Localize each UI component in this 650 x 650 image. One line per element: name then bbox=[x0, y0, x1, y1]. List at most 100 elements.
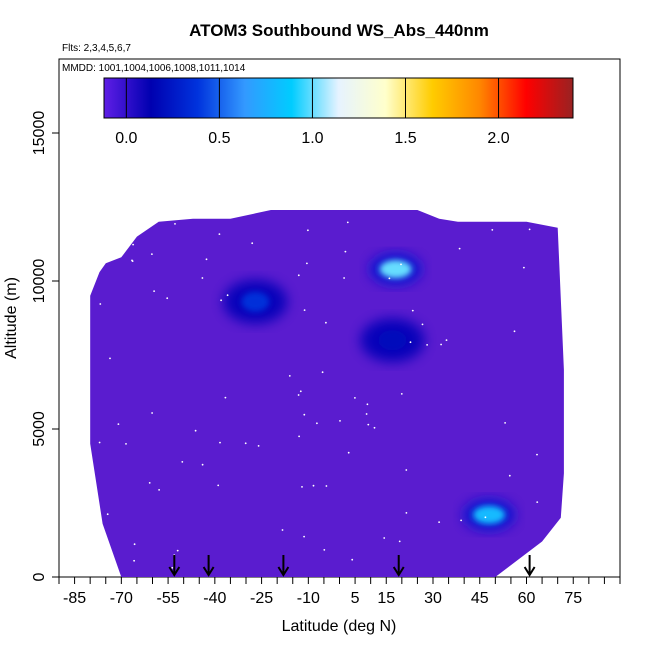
sample-dot bbox=[158, 489, 161, 491]
x-tick-label: 75 bbox=[564, 590, 582, 607]
x-tick-label: 15 bbox=[377, 590, 395, 607]
sample-dot bbox=[117, 423, 120, 425]
x-tick-label: -10 bbox=[297, 590, 320, 607]
sample-dot bbox=[366, 403, 369, 406]
sample-dot bbox=[297, 394, 300, 396]
sample-dot bbox=[306, 262, 308, 265]
x-tick-label: 60 bbox=[518, 590, 536, 607]
sample-dot bbox=[151, 412, 154, 414]
sample-dot bbox=[132, 243, 135, 246]
sample-dot bbox=[174, 223, 176, 225]
sample-dot bbox=[354, 397, 356, 399]
flight-arrows bbox=[168, 555, 536, 577]
plot-area: MMDD: 1001,1004,1006,1008,1011,1014 0.0 0… bbox=[58, 58, 621, 578]
sample-dot bbox=[445, 339, 448, 341]
sample-dot bbox=[106, 513, 109, 516]
sample-dot bbox=[405, 512, 408, 514]
heatmap-feature bbox=[473, 505, 506, 524]
sample-dot bbox=[176, 549, 179, 552]
sample-dot bbox=[205, 258, 208, 261]
sample-dot bbox=[297, 274, 300, 277]
sample-dot bbox=[409, 341, 412, 344]
sample-dot bbox=[281, 529, 284, 531]
colorbar-tick-label: 2.0 bbox=[487, 130, 509, 147]
sample-dot bbox=[133, 559, 136, 562]
sample-dot bbox=[298, 435, 300, 438]
sample-dot bbox=[536, 453, 538, 456]
heatmap-feature bbox=[378, 330, 407, 351]
sample-dot bbox=[484, 516, 487, 519]
colorbar-tick-label: 1.5 bbox=[394, 130, 416, 147]
sample-dot bbox=[166, 297, 169, 300]
sample-dot bbox=[194, 429, 197, 432]
sample-dot bbox=[440, 343, 442, 346]
sample-dot bbox=[109, 357, 111, 360]
sample-dot bbox=[299, 390, 302, 393]
colorbar: 0.0 0.5 1.0 1.5 2.0 bbox=[103, 77, 574, 147]
sample-dot bbox=[388, 277, 391, 280]
sample-dot bbox=[153, 290, 156, 292]
sample-dot bbox=[339, 420, 341, 422]
flights-note: Flts: 2,3,4,5,6,7 bbox=[62, 43, 131, 54]
sample-dot bbox=[373, 426, 376, 429]
sample-dot bbox=[151, 253, 153, 256]
sample-dot bbox=[148, 482, 151, 484]
sample-dot bbox=[303, 535, 305, 538]
flight-arrow-head bbox=[168, 566, 181, 577]
sample-dot bbox=[98, 441, 101, 444]
x-tick-label: 30 bbox=[424, 590, 442, 607]
sample-dot bbox=[411, 309, 414, 312]
x-tick-label: 45 bbox=[471, 590, 489, 607]
x-axis-label: Latitude (deg N) bbox=[282, 618, 397, 635]
profile-envelope bbox=[90, 210, 564, 577]
sample-dot bbox=[321, 371, 324, 374]
colorbar-tick-label: 0.5 bbox=[208, 130, 230, 147]
sample-dot bbox=[316, 422, 318, 425]
sample-dot bbox=[244, 442, 247, 445]
sample-dot bbox=[398, 540, 401, 543]
sample-dot bbox=[303, 309, 306, 311]
y-tick-label: 5000 bbox=[31, 411, 48, 447]
sample-dot bbox=[504, 422, 506, 424]
flight-arrow-head bbox=[523, 566, 536, 577]
sample-dot bbox=[323, 549, 326, 551]
x-tick-label: 5 bbox=[351, 590, 360, 607]
y-tick-label: 15000 bbox=[31, 111, 48, 156]
sample-dot bbox=[220, 299, 223, 302]
x-tick-label: -70 bbox=[110, 590, 133, 607]
sample-dot bbox=[346, 221, 349, 224]
sample-dot bbox=[218, 233, 221, 236]
sample-dot bbox=[224, 396, 227, 399]
x-tick-label: -40 bbox=[203, 590, 226, 607]
sample-dot bbox=[508, 474, 511, 477]
heatmap bbox=[90, 210, 564, 577]
sample-dot bbox=[344, 250, 347, 253]
flight-arrow-head bbox=[392, 566, 405, 577]
sample-dot bbox=[351, 558, 354, 561]
sample-dot bbox=[136, 221, 139, 224]
sample-dot bbox=[257, 445, 260, 447]
sample-dot bbox=[347, 451, 350, 454]
heatmap-feature bbox=[379, 260, 412, 279]
sample-dot bbox=[325, 321, 327, 324]
sample-dot bbox=[171, 566, 174, 569]
sample-dot bbox=[367, 423, 370, 426]
sample-dot bbox=[426, 344, 428, 346]
sample-dot bbox=[365, 413, 368, 415]
y-axis: 0 5000 10000 15000 bbox=[31, 111, 59, 581]
sample-dot bbox=[133, 543, 136, 546]
sample-dot bbox=[325, 485, 328, 487]
dates-note: MMDD: 1001,1004,1006,1008,1011,1014 bbox=[62, 63, 246, 74]
sample-dot bbox=[125, 443, 127, 445]
colorbar-tick-label: 0.0 bbox=[115, 130, 137, 147]
sample-dot bbox=[491, 229, 494, 231]
sample-dot bbox=[523, 266, 525, 269]
flight-arrow-head bbox=[202, 566, 215, 577]
sample-dot bbox=[400, 263, 402, 266]
sample-dot bbox=[383, 537, 386, 539]
y-axis-label: Altitude (m) bbox=[3, 277, 20, 359]
sample-dot bbox=[219, 441, 221, 444]
sample-dot bbox=[400, 393, 403, 395]
colorbar-tick-label: 1.0 bbox=[301, 130, 323, 147]
